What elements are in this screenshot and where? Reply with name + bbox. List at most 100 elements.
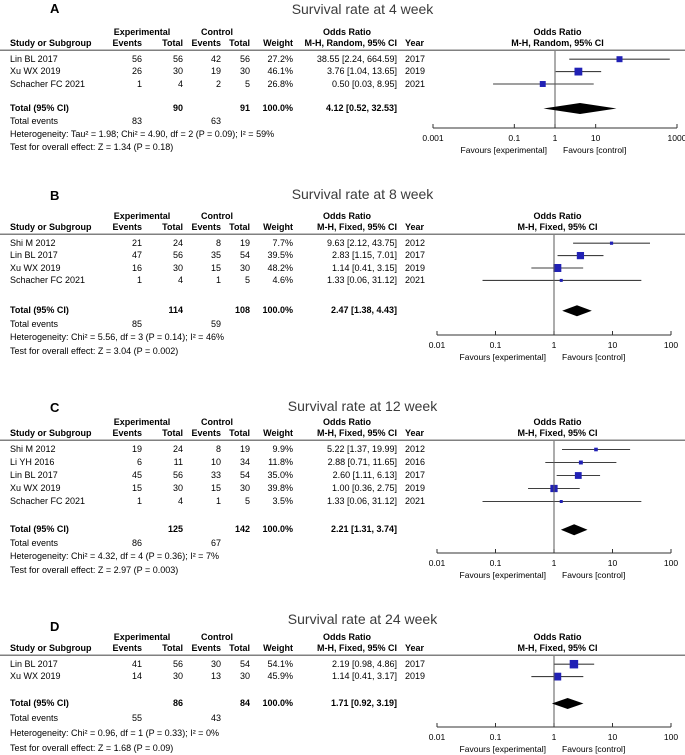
header-total-experimental: Total — [162, 222, 183, 232]
study-ctrl-total: 34 — [239, 457, 250, 467]
plot-header-effect: M-H, Fixed, 95% CI — [517, 643, 598, 653]
header-study: Study or Subgroup — [10, 38, 92, 48]
study-year: 2019 — [405, 483, 426, 493]
axis-tick-label: 100 — [664, 732, 678, 742]
header-events-control: Events — [191, 38, 221, 48]
study-or-ci: 38.55 [2.24, 664.59] — [316, 54, 397, 64]
heterogeneity-text: Heterogeneity: Chi² = 0.96, df = 1 (P = … — [10, 728, 219, 738]
study-exp-total: 30 — [172, 262, 183, 273]
study-exp-total: 4 — [177, 275, 183, 286]
header-effect: M-H, Fixed, 95% CI — [316, 222, 397, 232]
total-exp-total: 90 — [172, 103, 183, 113]
total-events-ctrl: 43 — [210, 713, 221, 723]
panel-c-title: Survival rate at 12 week — [287, 398, 438, 414]
study-exp-total: 24 — [172, 444, 183, 454]
study-name: Shi M 2012 — [10, 238, 56, 248]
study-ctrl-total: 5 — [244, 78, 250, 89]
favours-right-label: Favours [control] — [563, 145, 626, 155]
total-label: Total (95% CI) — [10, 698, 69, 708]
total-weight: 100.0% — [262, 698, 293, 708]
study-name: Xu WX 2019 — [10, 671, 61, 682]
total-events-ctrl: 63 — [210, 116, 221, 126]
study-name: Schacher FC 2021 — [10, 78, 86, 89]
study-name: Shi M 2012 — [10, 444, 56, 454]
effect-square — [616, 56, 623, 63]
study-ctrl-total: 19 — [239, 238, 250, 248]
total-ctrl-total: 91 — [239, 103, 250, 113]
effect-square — [553, 672, 562, 681]
study-exp-events: 6 — [136, 457, 142, 467]
axis-tick-label: 0.01 — [429, 732, 446, 742]
study-or-ci: 9.63 [2.12, 43.75] — [326, 238, 397, 248]
favours-left-label: Favours [experimental] — [460, 744, 546, 754]
total-weight: 100.0% — [262, 305, 293, 315]
total-diamond — [560, 524, 588, 536]
effect-square — [609, 241, 614, 245]
total-diamond — [562, 305, 592, 317]
total-exp-total: 114 — [168, 305, 183, 315]
study-or-ci: 1.14 [0.41, 3.17] — [331, 671, 397, 682]
study-exp-events: 19 — [131, 444, 142, 454]
header-events-control: Events — [191, 428, 221, 438]
study-name: Lin BL 2017 — [10, 659, 58, 669]
study-exp-events: 56 — [131, 54, 142, 64]
study-year: 2017 — [405, 250, 426, 261]
total-ctrl-total: 108 — [234, 305, 250, 315]
study-weight: 7.7% — [272, 238, 293, 248]
study-exp-total: 56 — [172, 250, 183, 261]
total-exp-total: 125 — [167, 524, 183, 534]
study-exp-total: 30 — [172, 66, 183, 77]
study-ctrl-total: 30 — [239, 66, 250, 77]
header-study: Study or Subgroup — [10, 222, 92, 232]
effect-square — [569, 659, 579, 669]
study-exp-total: 4 — [177, 496, 183, 506]
effect-square — [574, 67, 583, 76]
header-group-experimental: Experimental — [113, 632, 171, 642]
study-ctrl-total: 5 — [244, 275, 250, 286]
header-events-control: Events — [191, 222, 221, 232]
axis-tick-label: 0.01 — [429, 558, 446, 568]
panel-label-d: D — [50, 619, 60, 634]
header-study: Study or Subgroup — [10, 428, 92, 438]
study-year: 2019 — [405, 66, 426, 77]
plot-header-odds-ratio: Odds Ratio — [533, 417, 582, 427]
axis-tick-label: 10 — [608, 732, 618, 742]
study-ctrl-events: 19 — [210, 66, 221, 77]
header-group-control: Control — [201, 27, 233, 37]
total-events-exp: 83 — [131, 116, 142, 126]
total-events-ctrl: 59 — [210, 318, 221, 329]
effect-square — [559, 278, 563, 282]
study-name: Li YH 2016 — [10, 457, 55, 467]
heterogeneity-text: Heterogeneity: Tau² = 1.98; Chi² = 4.90,… — [10, 129, 275, 139]
axis-tick-label: 10 — [591, 133, 601, 143]
study-or-ci: 2.19 [0.98, 4.86] — [331, 659, 397, 669]
plot-header-odds-ratio: Odds Ratio — [533, 632, 582, 642]
study-year: 2019 — [405, 262, 426, 273]
total-ctrl-total: 142 — [234, 524, 250, 534]
favours-left-label: Favours [experimental] — [460, 352, 546, 362]
study-exp-events: 1 — [136, 496, 142, 506]
header-events-experimental: Events — [112, 643, 142, 653]
header-rule — [0, 439, 685, 441]
axis-tick-label: 1 — [552, 732, 557, 742]
study-or-ci: 3.76 [1.04, 13.65] — [326, 66, 397, 77]
axis-tick-label: 1000 — [668, 133, 685, 143]
total-events-exp: 85 — [131, 318, 142, 329]
panel-b-title: Survival rate at 8 week — [291, 186, 434, 202]
header-rule — [0, 49, 685, 51]
axis-tick-label: 0.1 — [490, 732, 502, 742]
header-total-experimental: Total — [162, 38, 183, 48]
study-ctrl-events: 1 — [215, 275, 221, 286]
study-or-ci: 5.22 [1.37, 19.99] — [326, 444, 397, 454]
study-year: 2021 — [405, 496, 426, 506]
effect-square — [553, 264, 562, 272]
study-ctrl-total: 5 — [244, 496, 250, 506]
total-diamond — [543, 103, 617, 114]
header-group-odds-ratio: Odds Ratio — [322, 27, 371, 37]
header-group-odds-ratio: Odds Ratio — [322, 632, 371, 642]
heterogeneity-text: Heterogeneity: Chi² = 4.32, df = 4 (P = … — [10, 551, 219, 561]
study-exp-events: 21 — [131, 238, 142, 248]
study-weight: 39.8% — [267, 483, 293, 493]
favours-right-label: Favours [control] — [562, 352, 625, 362]
total-weight: 100.0% — [262, 524, 293, 534]
